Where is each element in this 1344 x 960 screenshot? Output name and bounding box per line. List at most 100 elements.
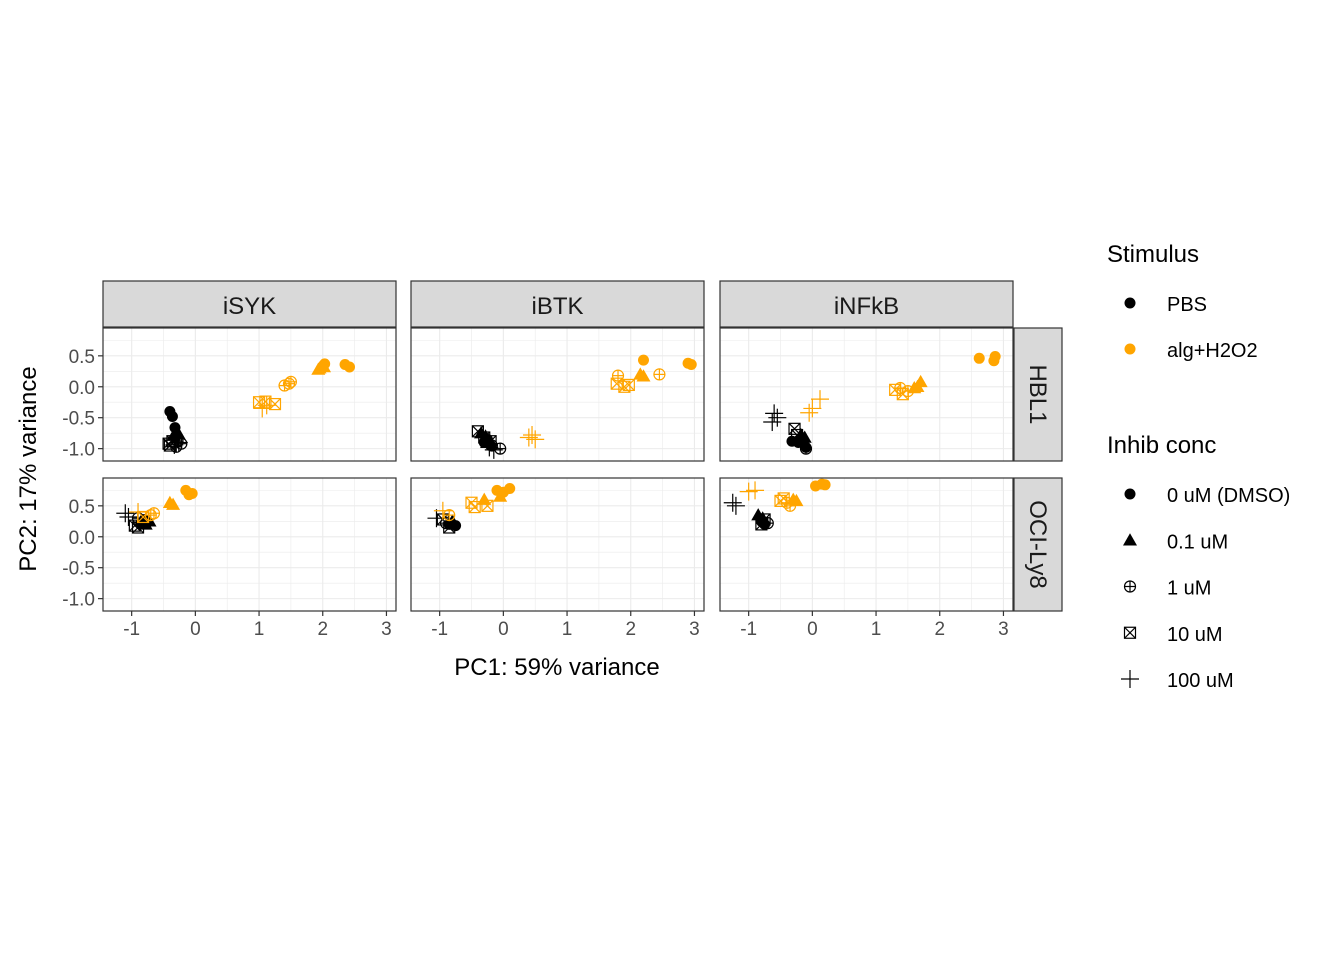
legend-label: 1 uM	[1167, 578, 1211, 600]
data-point	[129, 503, 148, 522]
legend-label: PBS	[1167, 294, 1207, 316]
data-point	[443, 521, 456, 534]
data-point	[811, 390, 830, 409]
legend-key	[1123, 626, 1137, 639]
legend-item-inhib: 0 uM (DMSO)	[1124, 485, 1290, 507]
facet-strip-label: iSYK	[223, 293, 276, 320]
x-tick-label: 1	[871, 619, 882, 640]
data-point	[988, 355, 1000, 367]
data-point	[763, 413, 782, 432]
legend-label: 0 uM (DMSO)	[1167, 485, 1290, 507]
data-point	[166, 410, 178, 422]
data-point	[478, 431, 491, 444]
x-tick-label: -1	[740, 619, 757, 640]
data-point	[653, 368, 666, 381]
grid-lines	[103, 478, 396, 611]
facet-strip-OCI-Ly8: OCI-Ly8	[1013, 477, 1063, 612]
data-point	[484, 440, 503, 459]
data-point	[494, 442, 507, 455]
data-point	[282, 377, 296, 390]
x-tick-label: 2	[625, 619, 636, 640]
data-point	[788, 422, 801, 435]
facet-strip-label: iNFkB	[834, 293, 899, 320]
panel-iBTK-OCI-Ly8: -1 0 1 2 3	[410, 477, 705, 640]
data-point	[169, 433, 188, 452]
facet-strip-iSYK: iSYK	[102, 280, 397, 328]
data-point	[138, 517, 153, 530]
legend-item-stimulus: alg+H2O2	[1124, 340, 1258, 362]
y-tick-label: 0.5	[69, 347, 95, 368]
data-point	[768, 408, 787, 427]
data-point	[131, 521, 145, 534]
data-point	[493, 489, 508, 502]
data-point	[116, 504, 135, 523]
x-tick-label: 0	[498, 619, 509, 640]
data-point	[803, 399, 822, 418]
data-point	[166, 497, 181, 510]
legend-label: 100 uM	[1167, 670, 1234, 692]
grid-lines	[411, 478, 704, 611]
facet-strip-HBL1: HBL1	[1013, 327, 1063, 462]
legend-key	[1124, 488, 1136, 500]
legend: Stimulus PBS alg+H2O2 Inhib conc 0 uM (DMSO)…	[1107, 241, 1290, 692]
legend-label: 0.1 uM	[1167, 531, 1228, 553]
y-tick-label: 0.5	[69, 497, 95, 518]
data-point	[481, 499, 494, 512]
facet-strip-label: OCI-Ly8	[1024, 500, 1051, 588]
data-point	[257, 396, 276, 415]
data-point	[119, 507, 138, 526]
data-point	[685, 358, 697, 370]
facet-strip-iBTK: iBTK	[410, 280, 705, 328]
panel-iSYK-HBL1: -1.0 -0.5 0.0 0.5	[62, 327, 397, 462]
y-tick-label: -0.5	[62, 409, 95, 430]
data-point	[889, 383, 902, 396]
data-point	[433, 501, 452, 520]
x-tick-label: 3	[998, 619, 1009, 640]
data-point	[777, 492, 790, 505]
x-tick-label: -1	[431, 619, 448, 640]
x-tick-label: 2	[934, 619, 945, 640]
data-point	[800, 403, 819, 422]
data-point	[790, 428, 804, 442]
legend-label: 10 uM	[1167, 624, 1223, 646]
data-point	[480, 438, 499, 457]
panel-iSYK-OCI-Ly8: -1 0 1 2 3 -1.0 -0.5 0.0 0.5	[62, 477, 397, 640]
legend-key	[1124, 343, 1136, 355]
data-point	[523, 426, 542, 445]
facet-strip-iNFkB: iNFkB	[719, 280, 1014, 328]
legend-title-stimulus: Stimulus	[1107, 241, 1199, 268]
data-point	[311, 362, 326, 375]
x-tick-label: 1	[562, 619, 573, 640]
x-tick-label: -1	[123, 619, 140, 640]
x-axis-title: PC1: 59% variance	[454, 654, 659, 681]
data-point	[637, 354, 649, 366]
legend-key	[1124, 297, 1136, 309]
data-point	[973, 352, 985, 364]
data-point	[443, 509, 456, 522]
legend-key	[1123, 533, 1137, 546]
x-tick-label: 2	[317, 619, 328, 640]
legend-item-stimulus: PBS	[1124, 294, 1207, 316]
data-point	[793, 428, 808, 441]
x-tick-label: 0	[807, 619, 818, 640]
y-tick-label: 0.0	[69, 528, 95, 549]
data-point	[723, 493, 742, 512]
data-point	[465, 496, 478, 509]
data-point	[819, 479, 831, 491]
data-point	[910, 379, 925, 393]
facet-panels: iSYK iBTK iNFkB HBL1 OCI-Ly8 -1.0-0.50.00.5 -1…	[62, 280, 1063, 640]
legend-item-inhib: 0.1 uM	[1123, 531, 1228, 553]
y-axis-title: PC2: 17% variance	[15, 366, 42, 571]
legend-key	[1123, 580, 1137, 593]
legend-title-inhib: Inhib conc	[1107, 432, 1216, 459]
panel-iNFkB-HBL1	[719, 327, 1014, 462]
grid-lines	[720, 478, 1013, 611]
data-point	[636, 369, 651, 382]
x-tick-label: 1	[254, 619, 265, 640]
data-point	[165, 435, 184, 454]
legend-item-inhib: 1 uM	[1123, 578, 1211, 600]
data-point	[726, 496, 745, 515]
data-point	[746, 481, 765, 500]
panel-iNFkB-OCI-Ly8: -1 0 1 2 3	[719, 477, 1014, 640]
